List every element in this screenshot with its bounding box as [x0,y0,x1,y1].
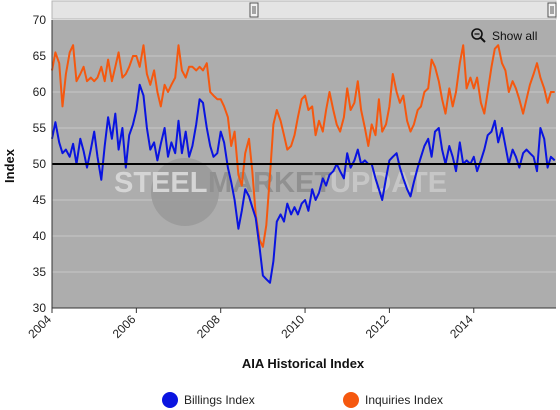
y-tick-label: 35 [33,265,47,279]
watermark-text-steel: STEEL [114,167,207,199]
y-tick-label: 55 [33,121,47,135]
y-axis-ticks: 30 35 40 45 50 55 60 65 70 [33,13,47,315]
show-all-label[interactable]: Show all [492,29,537,43]
navigator-track[interactable] [51,0,557,20]
legend-item-billings[interactable]: Billings Index [162,392,255,408]
x-axis-title: AIA Historical Index [242,356,365,371]
scroll-handle-right-icon[interactable] [547,2,557,18]
x-tick-label: 2008 [194,312,223,341]
legend-marker-inquiries [343,392,359,408]
x-axis-ticks: 2004 2006 2008 2010 2012 2014 [25,308,476,341]
y-tick-label: 40 [33,229,47,243]
x-tick-label: 2012 [363,312,392,341]
legend-item-inquiries[interactable]: Inquiries Index [343,392,443,408]
x-tick-label: 2006 [110,312,139,341]
x-tick-label: 2014 [447,312,476,341]
show-all-button[interactable]: Show all [471,28,537,43]
y-tick-label: 45 [33,193,47,207]
zoom-out-magnifier-icon[interactable] [471,28,486,43]
series-line-billings-index[interactable] [51,83,556,284]
y-tick-label: 30 [33,301,47,315]
legend-label-inquiries: Inquiries Index [365,393,443,407]
legend-label-billings: Billings Index [184,393,255,407]
x-tick-label: 2004 [25,312,54,341]
x-tick-label: 2010 [278,312,307,341]
legend-marker-billings [162,392,178,408]
series-layer [51,44,556,284]
legend: Billings Index Inquiries Index [162,392,443,408]
y-axis-title: Index [2,148,17,183]
y-tick-label: 60 [33,85,47,99]
y-tick-label: 50 [33,157,47,171]
series-line-inquiries-index[interactable] [51,44,555,248]
scroll-handle-left-icon[interactable] [249,2,259,18]
watermark-text-update: UPDATE [330,167,447,199]
y-tick-label: 70 [33,13,47,27]
y-tick-label: 65 [33,49,47,63]
